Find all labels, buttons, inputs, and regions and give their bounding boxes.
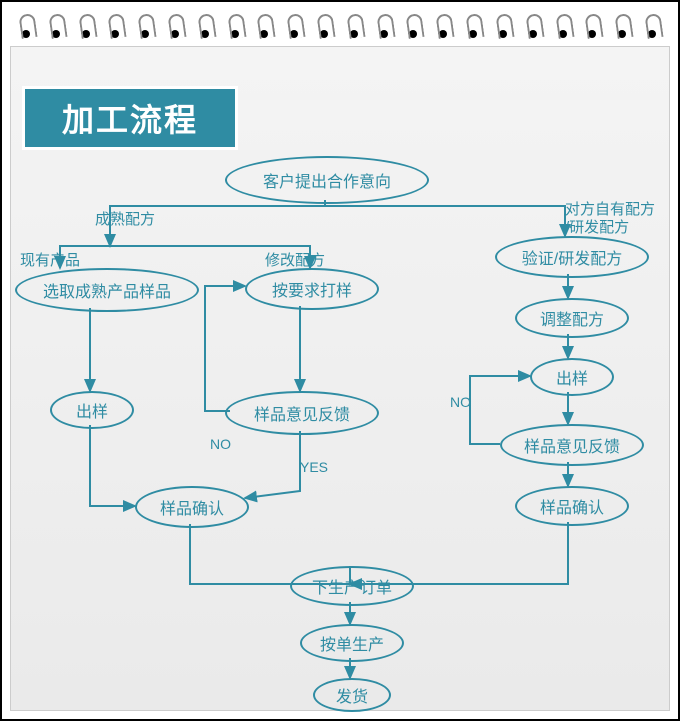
node-verify: 验证/研发配方 — [495, 236, 649, 278]
node-sample_r: 出样 — [530, 358, 614, 396]
node-feedback_r: 样品意见反馈 — [500, 424, 644, 466]
node-produce: 按单生产 — [300, 624, 404, 662]
spiral-binding — [2, 2, 678, 46]
node-sample_l: 出样 — [50, 391, 134, 429]
label-existing: 现有产品 — [20, 249, 80, 270]
edge-7 — [245, 431, 300, 498]
label-modify: 修改配方 — [265, 249, 325, 270]
label-own2: /研发配方 — [565, 216, 629, 237]
node-confirm_l: 样品确认 — [135, 486, 249, 528]
label-no_m: NO — [210, 436, 231, 452]
edge-8 — [205, 286, 245, 411]
node-confirm_r: 样品确认 — [515, 486, 629, 526]
node-ship: 发货 — [313, 678, 391, 712]
node-feedback_m: 样品意见反馈 — [225, 391, 379, 435]
label-mature: 成熟配方 — [95, 208, 155, 229]
node-start: 客户提出合作意向 — [225, 156, 429, 204]
node-proof: 按要求打样 — [245, 268, 379, 310]
edge-1 — [325, 200, 565, 236]
page-frame: 加工流程 客户提出合作意向验证/研发配方调整配方出样样品意见反馈样品确认选取成熟… — [0, 0, 680, 721]
node-order: 下生产订单 — [290, 566, 414, 606]
sheet: 加工流程 客户提出合作意向验证/研发配方调整配方出样样品意见反馈样品确认选取成熟… — [10, 46, 670, 711]
node-adjust: 调整配方 — [515, 298, 629, 338]
label-no_r: NO — [450, 394, 471, 410]
node-select: 选取成熟产品样品 — [15, 268, 199, 312]
label-yes: YES — [300, 459, 328, 475]
edge-5 — [90, 425, 135, 506]
